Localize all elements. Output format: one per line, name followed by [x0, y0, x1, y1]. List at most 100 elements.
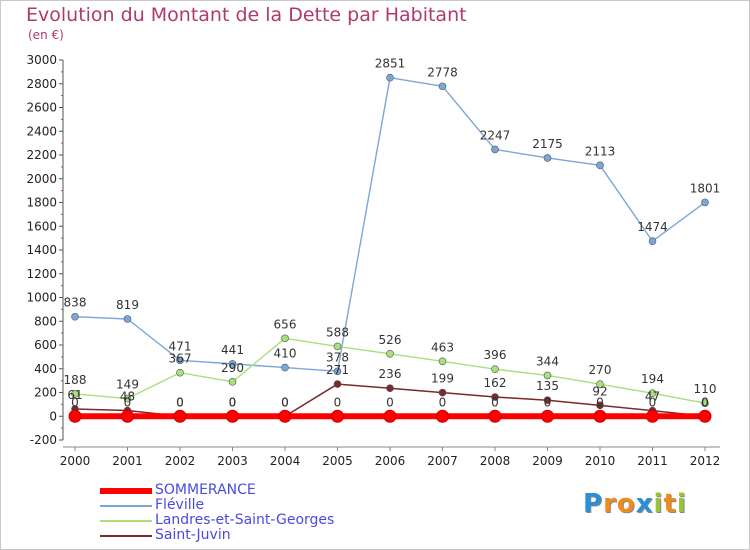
- y-tick-label: 600: [34, 338, 57, 352]
- x-tick-label: 2005: [322, 454, 353, 468]
- legend-label: Landres-et-Saint-Georges: [155, 512, 335, 528]
- data-label-3: 162: [484, 376, 507, 390]
- logo-letter: i: [653, 489, 664, 519]
- chart-unit: (en €): [28, 28, 64, 42]
- x-tick-label: 2002: [165, 454, 196, 468]
- y-tick-label: 2800: [26, 77, 57, 91]
- series-point-1: [123, 315, 132, 323]
- data-label-2: 656: [274, 317, 297, 331]
- x-tick-label: 2009: [532, 454, 563, 468]
- legend-label: SOMMERANCE: [155, 482, 256, 498]
- series-point-0: [698, 409, 712, 423]
- data-label-1: 378: [326, 350, 349, 364]
- data-label-0: 0: [176, 395, 184, 409]
- legend-swatch: [100, 505, 152, 507]
- data-label-0: 0: [649, 395, 657, 409]
- series-point-2: [648, 389, 657, 398]
- data-label-3: 135: [536, 379, 559, 393]
- y-tick-label: 1800: [26, 196, 57, 210]
- series-point-1: [176, 356, 184, 365]
- legend-label: Fléville: [155, 497, 205, 513]
- logo-letter: i: [676, 489, 687, 519]
- legend-swatch: [100, 535, 152, 537]
- series-point-3: [491, 393, 499, 401]
- data-label-1: 819: [116, 298, 139, 312]
- series-point-1: [491, 145, 499, 154]
- data-label-3: 0: [176, 395, 184, 409]
- x-tick-label: 2004: [270, 454, 301, 468]
- data-label-0: 0: [71, 395, 79, 409]
- series-point-0: [331, 409, 344, 423]
- data-label-3: 0: [281, 395, 289, 409]
- data-label-2: 290: [221, 361, 244, 375]
- logo-letter: r: [603, 489, 617, 519]
- data-label-1: 410: [274, 347, 297, 361]
- x-tick-label: 2007: [427, 454, 458, 468]
- series-point-3: [596, 401, 604, 410]
- series-point-1: [386, 73, 394, 82]
- data-label-3: 47: [645, 390, 660, 404]
- data-label-0: 0: [334, 395, 342, 409]
- x-tick-label: 2012: [690, 454, 721, 468]
- data-label-2: 149: [116, 378, 139, 392]
- series-point-1: [701, 198, 709, 207]
- series-point-0: [488, 409, 502, 423]
- legend-swatch: [100, 488, 152, 494]
- data-label-0: 0: [544, 395, 552, 409]
- series-point-0: [436, 409, 449, 423]
- data-label-3: 0: [701, 395, 709, 409]
- y-tick-label: 2200: [26, 148, 57, 162]
- x-tick-label: 2008: [480, 454, 511, 468]
- data-label-0: 0: [701, 395, 709, 409]
- data-label-2: 367: [169, 352, 192, 366]
- series-point-3: [543, 396, 552, 405]
- x-tick-label: 2001: [112, 454, 143, 468]
- data-label-0: 0: [491, 395, 499, 409]
- legend-label: Saint-Juvin: [155, 527, 231, 543]
- data-label-1: 2851: [375, 57, 406, 71]
- y-tick-label: 2400: [26, 124, 57, 138]
- series-point-3: [333, 380, 342, 388]
- y-tick-label: 3000: [26, 53, 57, 67]
- data-label-2: 188: [64, 373, 87, 387]
- series-point-1: [71, 312, 79, 321]
- x-tick-label: 2000: [60, 454, 91, 468]
- series-point-2: [123, 394, 132, 403]
- x-tick-label: 2011: [637, 454, 668, 468]
- x-tick-label: 2003: [217, 454, 248, 468]
- data-label-3: 199: [431, 372, 454, 386]
- logo-letter: P: [583, 489, 604, 519]
- data-label-1: 441: [221, 343, 244, 357]
- proxiti-logo: Proxiti: [583, 489, 687, 519]
- data-label-2: 344: [536, 354, 559, 368]
- data-label-1: 1474: [637, 220, 668, 234]
- chart-title: Evolution du Montant de la Dette par Hab…: [26, 4, 467, 26]
- series-point-2: [228, 378, 237, 386]
- data-label-1: 838: [64, 296, 87, 310]
- data-label-0: 0: [229, 395, 237, 409]
- legend-swatch: [100, 520, 152, 522]
- data-label-2: 526: [379, 333, 402, 347]
- series-point-0: [383, 409, 397, 423]
- data-label-3: 236: [379, 367, 402, 381]
- data-label-1: 471: [169, 339, 192, 353]
- data-label-3: 92: [592, 384, 607, 398]
- series-point-1: [333, 367, 342, 376]
- data-label-1: 2175: [532, 137, 563, 151]
- x-tick-label: 2006: [375, 454, 406, 468]
- data-label-1: 2247: [480, 128, 511, 142]
- series-point-1: [543, 154, 552, 162]
- series-point-1: [438, 82, 447, 91]
- y-tick-label: -200: [30, 433, 57, 447]
- y-tick-label: 2600: [26, 101, 57, 115]
- line-chart: -200020040060080010001200140016001800200…: [26, 53, 721, 468]
- data-label-1: 2778: [427, 65, 458, 79]
- data-label-2: 463: [431, 340, 454, 354]
- series-point-0: [226, 409, 239, 423]
- series-point-2: [543, 371, 552, 380]
- series-point-2: [333, 342, 342, 351]
- series-point-1: [281, 363, 289, 372]
- data-label-0: 0: [124, 395, 132, 409]
- data-label-0: 0: [281, 395, 289, 409]
